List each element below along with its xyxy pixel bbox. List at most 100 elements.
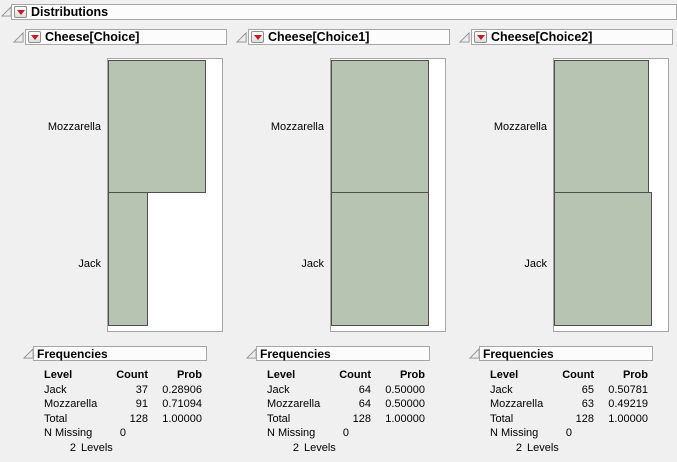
- frequencies-header-bar: Frequencies: [256, 346, 430, 361]
- freq-row-levels: 2 Levels: [490, 441, 648, 456]
- panel-header-bar: Cheese[Choice]: [25, 29, 227, 45]
- cell-prob: 0.50781: [608, 383, 648, 396]
- col-prob: Prob: [399, 369, 425, 381]
- col-prob: Prob: [176, 369, 202, 381]
- freq-row-mozzarella: Mozzarella 64 0.50000: [267, 397, 425, 412]
- bar-jack[interactable]: [554, 192, 652, 326]
- cell-count: 64: [358, 398, 371, 411]
- axis-label-jack: Jack: [524, 257, 547, 270]
- panel-cheese-choice1: Cheese[Choice1] Mozzarella Jack Frequenc…: [235, 29, 450, 459]
- red-triangle-icon: [476, 34, 485, 40]
- bar-row: [554, 192, 667, 326]
- panel-cheese-choice2: Cheese[Choice2] Mozzarella Jack Frequenc…: [458, 29, 673, 459]
- cell-level: Jack: [44, 383, 67, 396]
- n-missing-label: N Missing: [490, 427, 539, 440]
- cell-level: Total: [490, 412, 514, 425]
- histogram-frame: [553, 58, 669, 332]
- cell-count: 37: [135, 383, 148, 396]
- bar-mozzarella[interactable]: [554, 60, 649, 193]
- col-prob: Prob: [622, 369, 648, 381]
- red-triangle-icon: [253, 34, 262, 40]
- levels-count: 2: [69, 441, 76, 454]
- freq-header-row: Level Count Prob: [490, 368, 648, 383]
- bar-mozzarella[interactable]: [108, 60, 206, 193]
- levels-label: Levels: [304, 441, 336, 454]
- bar-row: [108, 60, 221, 193]
- distributions-red-triangle-menu-button[interactable]: [14, 6, 27, 18]
- panel-disclosure-icon[interactable]: [459, 32, 470, 43]
- freq-header-row: Level Count Prob: [44, 368, 202, 383]
- y-axis-labels: Mozzarella Jack: [458, 58, 551, 332]
- n-missing-value: 0: [342, 427, 349, 440]
- report-title: Distributions: [31, 4, 109, 19]
- panel-disclosure-icon[interactable]: [13, 32, 24, 43]
- frequencies-table: Level Count Prob Jack 64 0.50000 Mozzare…: [267, 368, 425, 456]
- n-missing-label: N Missing: [267, 427, 316, 440]
- cell-prob: 1.00000: [608, 412, 648, 425]
- panel-red-triangle-menu-button[interactable]: [474, 31, 487, 43]
- red-triangle-icon: [30, 34, 39, 40]
- freq-header-row: Level Count Prob: [267, 368, 425, 383]
- levels-label: Levels: [81, 441, 113, 454]
- cell-prob: 0.28906: [162, 383, 202, 396]
- cell-level: Mozzarella: [44, 398, 98, 411]
- panel-disclosure-icon[interactable]: [236, 32, 247, 43]
- cell-count: 91: [135, 398, 148, 411]
- frequencies-title: Frequencies: [483, 346, 554, 361]
- frequencies-table: Level Count Prob Jack 65 0.50781 Mozzare…: [490, 368, 648, 456]
- freq-row-n-missing: N Missing 0: [490, 426, 648, 441]
- bar-mozzarella[interactable]: [331, 60, 429, 193]
- panel-red-triangle-menu-button[interactable]: [251, 31, 264, 43]
- freq-row-jack: Jack 37 0.28906: [44, 383, 202, 398]
- freq-row-total: Total 128 1.00000: [44, 412, 202, 427]
- frequencies-header-bar: Frequencies: [33, 346, 207, 361]
- histogram-frame: [330, 58, 446, 332]
- freq-row-jack: Jack 64 0.50000: [267, 383, 425, 398]
- axis-label-mozzarella: Mozzarella: [47, 120, 101, 133]
- levels-count: 2: [515, 441, 522, 454]
- freq-row-n-missing: N Missing 0: [267, 426, 425, 441]
- col-count: Count: [562, 369, 594, 381]
- freq-row-jack: Jack 65 0.50781: [490, 383, 648, 398]
- red-triangle-icon: [16, 9, 25, 15]
- n-missing-value: 0: [119, 427, 126, 440]
- cell-level: Jack: [490, 383, 513, 396]
- freq-row-mozzarella: Mozzarella 91 0.71094: [44, 397, 202, 412]
- cell-count: 128: [129, 412, 148, 425]
- cell-count: 64: [358, 383, 371, 396]
- freq-row-levels: 2 Levels: [267, 441, 425, 456]
- histogram-bars: [108, 60, 221, 326]
- col-level: Level: [44, 369, 73, 381]
- panel-cheese-choice: Cheese[Choice] Mozzarella Jack Frequenci…: [12, 29, 227, 459]
- panel-red-triangle-menu-button[interactable]: [28, 31, 41, 43]
- frequencies-header-bar: Frequencies: [479, 346, 653, 361]
- cell-prob: 1.00000: [385, 412, 425, 425]
- cell-prob: 0.50000: [385, 383, 425, 396]
- y-axis-labels: Mozzarella Jack: [12, 58, 105, 332]
- panel-title: Cheese[Choice]: [45, 29, 140, 44]
- cell-prob: 0.49219: [608, 398, 648, 411]
- axis-label-jack: Jack: [301, 257, 324, 270]
- frequencies-title: Frequencies: [37, 346, 108, 361]
- n-missing-label: N Missing: [44, 427, 93, 440]
- freq-row-total: Total 128 1.00000: [490, 412, 648, 427]
- cell-level: Total: [44, 412, 68, 425]
- col-count: Count: [116, 369, 148, 381]
- cell-level: Mozzarella: [490, 398, 544, 411]
- col-count: Count: [339, 369, 371, 381]
- histogram-bars: [331, 60, 444, 326]
- cell-count: 128: [352, 412, 371, 425]
- col-level: Level: [267, 369, 296, 381]
- frequencies-title: Frequencies: [260, 346, 331, 361]
- panel-title: Cheese[Choice1]: [268, 29, 370, 44]
- bar-jack[interactable]: [108, 192, 148, 326]
- n-missing-value: 0: [565, 427, 572, 440]
- frequencies-table: Level Count Prob Jack 37 0.28906 Mozzare…: [44, 368, 202, 456]
- freq-row-n-missing: N Missing 0: [44, 426, 202, 441]
- bar-jack[interactable]: [331, 192, 429, 326]
- axis-label-mozzarella: Mozzarella: [493, 120, 547, 133]
- cell-count: 65: [581, 383, 594, 396]
- panel-header-bar: Cheese[Choice1]: [248, 29, 450, 45]
- cell-prob: 0.50000: [385, 398, 425, 411]
